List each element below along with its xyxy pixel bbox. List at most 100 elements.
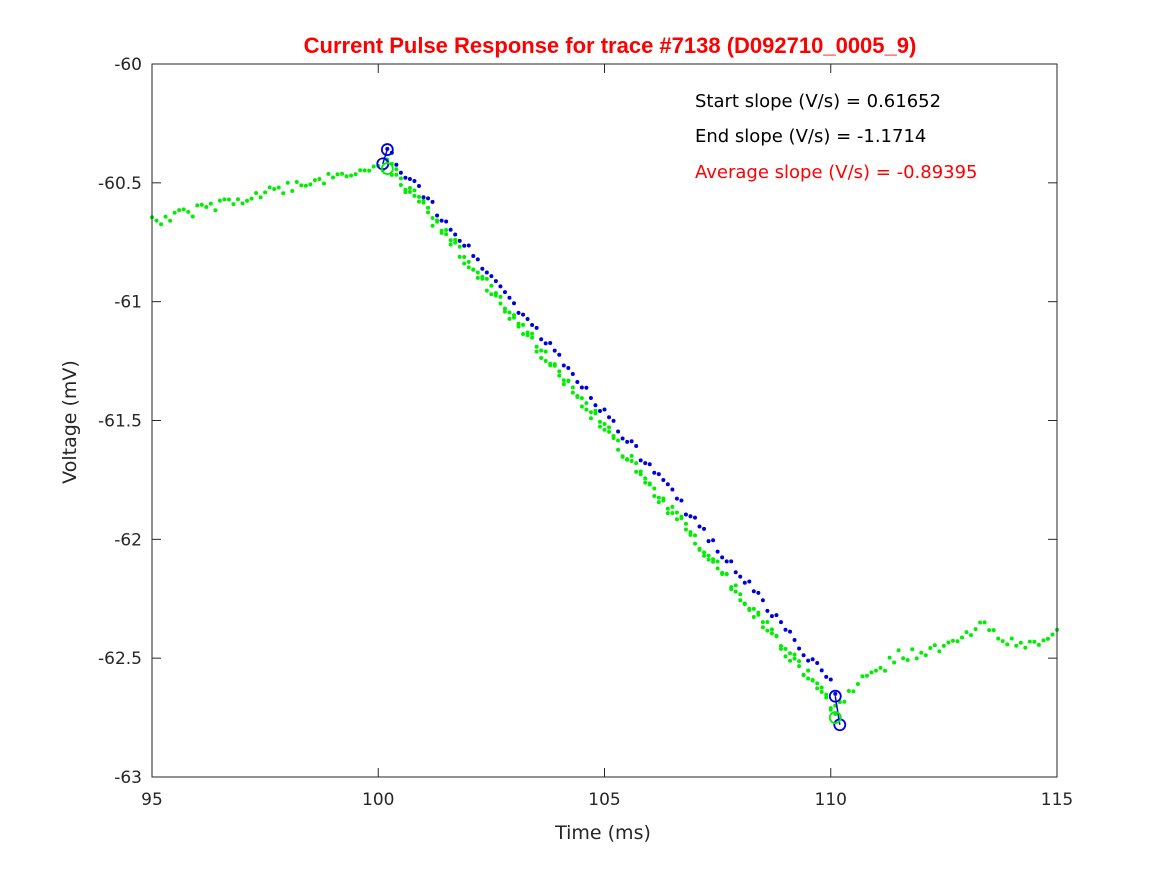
trace-point	[788, 658, 793, 663]
trace-point	[317, 177, 322, 182]
fit-point	[665, 482, 670, 487]
fit-point	[715, 549, 720, 554]
trace-point	[670, 511, 675, 516]
fit-point	[584, 385, 589, 390]
fit-point	[457, 238, 462, 243]
trace-point	[444, 232, 449, 237]
trace-point	[611, 436, 616, 441]
trace-point	[267, 185, 272, 190]
trace-point	[525, 330, 530, 335]
trace-point	[498, 301, 503, 306]
trace-point	[308, 182, 313, 187]
x-tick-label: 100	[362, 790, 394, 810]
trace-point	[670, 504, 675, 509]
trace-point	[693, 533, 697, 538]
trace-point	[751, 606, 756, 611]
fit-point	[751, 589, 756, 594]
trace-point	[195, 203, 200, 208]
trace-point	[597, 419, 602, 424]
slope-markers	[376, 143, 847, 732]
trace-point	[828, 706, 833, 711]
fit-point	[557, 352, 562, 357]
trace-point	[331, 175, 335, 180]
fit-point	[683, 512, 688, 517]
trace-point	[466, 265, 471, 270]
trace-point	[688, 530, 693, 535]
fit-point	[620, 436, 625, 441]
y-tick-label: -63	[114, 768, 142, 788]
trace-point	[919, 650, 924, 655]
trace-point	[367, 168, 372, 173]
trace-point	[955, 639, 960, 644]
fit-point	[792, 638, 797, 643]
trace-point	[747, 608, 752, 613]
x-tick-label: 110	[815, 790, 847, 810]
trace-point	[231, 202, 236, 207]
trace-point	[959, 635, 964, 640]
trace-point	[634, 461, 639, 466]
trace-point	[783, 654, 788, 659]
trace-point	[819, 685, 824, 690]
trace-point	[457, 254, 462, 259]
trace-point	[159, 222, 164, 227]
trace-point	[656, 495, 661, 500]
trace-point	[584, 401, 589, 406]
trace-point	[507, 316, 512, 321]
trace-point	[584, 407, 589, 412]
trace-point	[412, 188, 417, 193]
trace-point	[910, 647, 915, 652]
fit-point	[421, 195, 426, 200]
fit-point	[448, 227, 453, 232]
trace-point	[978, 620, 983, 625]
trace-point	[172, 210, 177, 215]
trace-point	[199, 202, 204, 207]
trace-point	[204, 205, 209, 210]
trace-point	[362, 168, 367, 173]
trace-point	[824, 692, 829, 697]
trace-point	[634, 469, 639, 474]
trace-point	[896, 648, 901, 653]
y-axis-label: Voltage (mV)	[59, 360, 81, 484]
y-tick-label: -60	[114, 55, 142, 75]
y-tick-label: -62.5	[98, 649, 142, 669]
trace-point	[806, 668, 811, 673]
trace-point	[914, 656, 919, 661]
trace-point	[973, 627, 978, 632]
fit-point	[747, 579, 752, 584]
trace-point	[530, 335, 535, 340]
fit-point	[534, 325, 539, 330]
data-points	[150, 146, 1059, 716]
trace-point	[697, 547, 702, 552]
plot-frame	[151, 63, 1058, 778]
fit-point	[693, 515, 697, 520]
trace-point	[760, 625, 765, 630]
trace-point	[693, 541, 697, 546]
trace-point	[539, 356, 544, 361]
trace-point	[683, 527, 688, 532]
trace-point	[987, 628, 992, 633]
trace-point	[462, 261, 467, 266]
trace-point	[742, 602, 747, 607]
trace-point	[602, 427, 607, 432]
trace-point	[480, 274, 485, 279]
trace-point	[403, 190, 408, 195]
fit-point	[426, 196, 431, 201]
trace-point	[751, 614, 756, 619]
fit-point	[742, 580, 747, 585]
trace-point	[358, 168, 363, 173]
fit-point	[778, 620, 783, 625]
trace-point	[249, 196, 254, 201]
start-slope-annotation: Start slope (V/s) = 0.61652	[695, 91, 941, 112]
end-slope-annotation: End slope (V/s) = -1.1714	[695, 126, 926, 147]
fit-point	[430, 199, 435, 204]
fit-point	[788, 629, 793, 634]
trace-point	[502, 309, 507, 314]
fit-point	[502, 290, 507, 295]
fit-point	[769, 614, 774, 619]
trace-point	[516, 321, 521, 326]
trace-point	[778, 646, 783, 651]
x-tick-label: 105	[588, 790, 620, 810]
trace-point	[702, 553, 707, 558]
trace-point	[240, 201, 245, 206]
trace-point	[819, 689, 824, 694]
